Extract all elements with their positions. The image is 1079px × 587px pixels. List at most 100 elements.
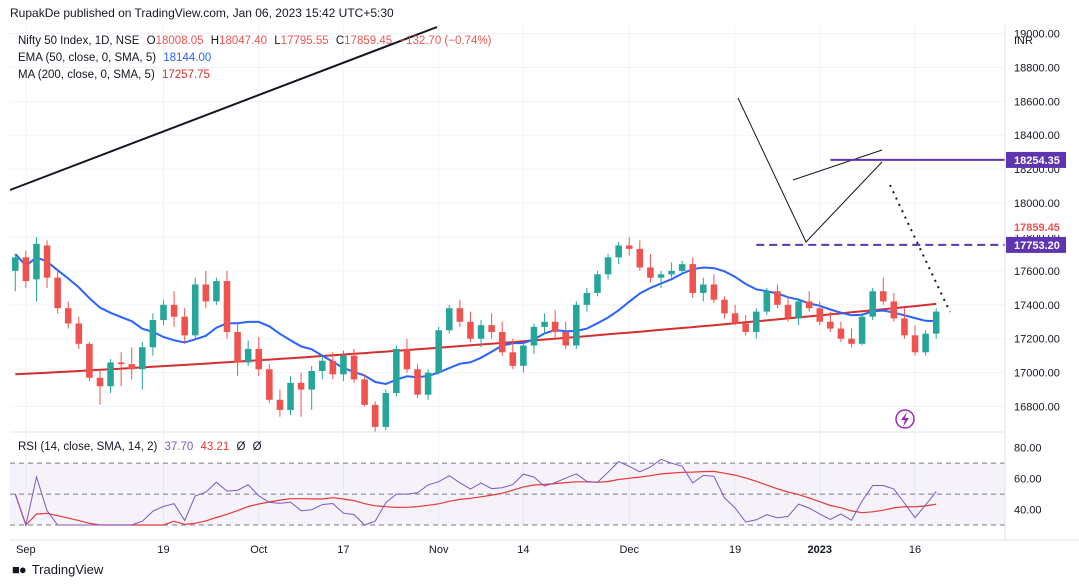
candle	[731, 304, 739, 326]
brand-name: TradingView	[31, 562, 104, 577]
candle-body	[657, 274, 665, 278]
candle-body	[329, 360, 337, 375]
candle	[890, 292, 898, 322]
legend-ema: EMA (50, close, 0, SMA, 5) 18144.00	[18, 52, 211, 64]
time-tick: Nov	[429, 544, 449, 556]
wedge-upper	[792, 149, 883, 181]
candle-body	[12, 257, 19, 271]
candle	[350, 348, 358, 383]
candle-body	[509, 352, 517, 366]
open-value: 18008.05	[155, 35, 204, 47]
candle	[54, 270, 61, 314]
candle	[668, 262, 675, 278]
candle-body	[382, 392, 390, 427]
candle	[562, 321, 569, 349]
candle-body	[160, 304, 167, 321]
price-tick: 19000.00	[1014, 28, 1060, 40]
candle-body	[530, 326, 538, 346]
candle	[382, 389, 390, 431]
candle	[858, 313, 866, 346]
price-tick: 18600.00	[1014, 96, 1060, 108]
rsi-value: 37.70	[164, 441, 194, 453]
ema-value: 18144.00	[163, 52, 212, 64]
candle-body	[43, 245, 51, 278]
candle	[795, 298, 802, 326]
candle	[191, 277, 199, 339]
candle-body	[774, 291, 781, 305]
candle-body	[149, 320, 157, 348]
candle-body	[784, 304, 792, 319]
candle	[488, 313, 495, 339]
price-tick: 18400.00	[1014, 130, 1060, 142]
candle	[477, 320, 485, 348]
candle-body	[446, 308, 453, 331]
candle	[647, 253, 654, 283]
candle-body	[350, 355, 358, 380]
candle-body	[594, 274, 601, 293]
rsi-line	[14, 458, 937, 527]
candle	[700, 277, 707, 302]
candle-body	[551, 321, 559, 332]
candle	[213, 277, 220, 305]
price-badge-bg	[1006, 236, 1066, 253]
low-label: L	[274, 35, 281, 47]
candle	[742, 314, 749, 336]
candle	[43, 240, 51, 288]
candle	[308, 365, 315, 410]
price-badge-text: 18254.35	[1014, 155, 1060, 167]
rsi-extra-1: Ø	[236, 441, 246, 453]
candle-body	[541, 321, 548, 327]
candle	[446, 304, 453, 334]
ema-label: EMA (50, close, 0, SMA, 5)	[18, 52, 157, 64]
price-badge-bg	[1006, 218, 1066, 235]
candle	[33, 236, 40, 302]
candle-body	[64, 308, 72, 324]
price-badge: 17753.20	[1006, 236, 1066, 253]
time-tick: Sep	[16, 544, 36, 556]
candle-body	[107, 362, 114, 387]
candle-body	[647, 267, 654, 278]
candle-body	[96, 377, 104, 387]
candle-body	[763, 291, 771, 312]
candle	[223, 270, 231, 339]
price-badge-text: 17859.45	[1014, 222, 1060, 234]
candle	[530, 323, 538, 354]
candle-body	[731, 313, 739, 324]
candle-body	[615, 245, 622, 258]
tradingview-brand[interactable]: ■● TradingView	[12, 562, 103, 577]
candle	[710, 274, 718, 304]
candle	[371, 401, 379, 432]
price-badge-text: 17753.20	[1014, 240, 1060, 252]
candle-body	[879, 291, 887, 302]
candle	[86, 342, 93, 382]
candle-body	[139, 347, 146, 370]
candle	[763, 287, 771, 315]
candle-body	[33, 243, 40, 280]
candle-body	[244, 348, 252, 363]
candle	[721, 296, 728, 319]
candle	[361, 374, 368, 407]
time-tick: 17	[337, 544, 349, 556]
candle	[837, 321, 845, 343]
candle	[12, 253, 19, 292]
candle-body	[488, 325, 495, 332]
legend-rsi: RSI (14, close, SMA, 14, 2) 37.70 43.21 …	[18, 441, 262, 453]
candle	[266, 364, 273, 404]
candle-body	[858, 316, 866, 344]
time-tick: 2023	[808, 544, 832, 556]
high-label: H	[210, 35, 220, 47]
candle	[244, 340, 252, 366]
rsi-label: RSI (14, close, SMA, 14, 2)	[18, 441, 158, 453]
candle-body	[636, 248, 644, 268]
candle	[96, 370, 104, 405]
candle	[393, 345, 400, 397]
candle	[456, 299, 464, 327]
candle	[329, 352, 337, 380]
time-tick: 14	[517, 544, 529, 556]
candle-body	[922, 333, 929, 353]
candle-body	[393, 348, 400, 393]
time-tick: Oct	[250, 544, 267, 556]
price-tick: 17000.00	[1014, 368, 1060, 380]
